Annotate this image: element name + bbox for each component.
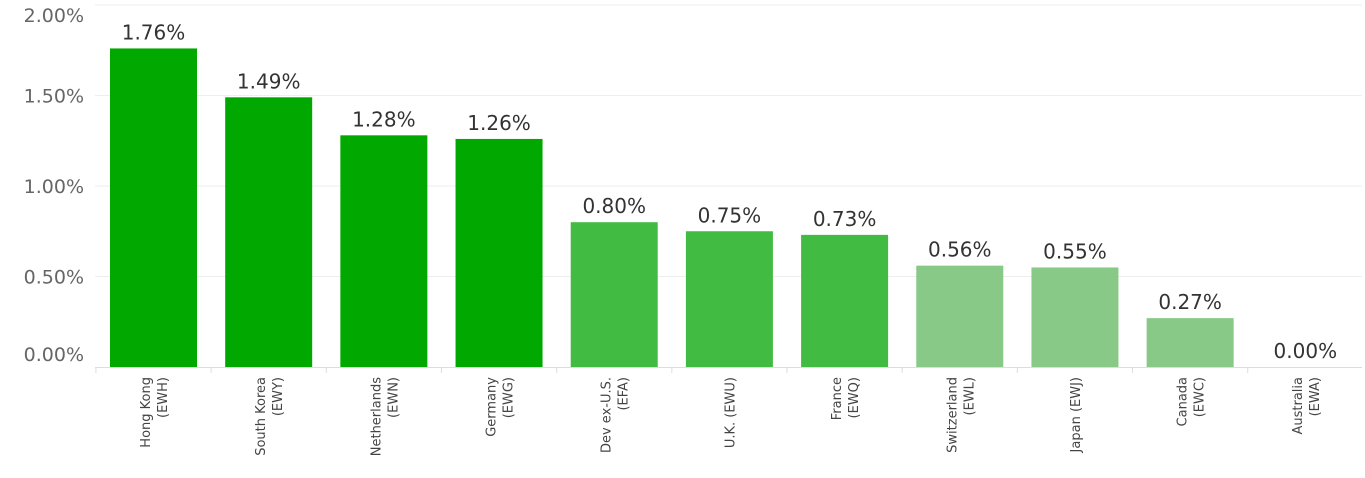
category-labels: Hong Kong (EWH) South Korea (EWY) Netherland… [139, 377, 1323, 457]
category-label: Hong Kong (EWH) [139, 377, 171, 448]
category-label-line: South Korea [254, 377, 269, 456]
category-label-line: Australia [1291, 377, 1306, 435]
category-label-line: (EWG) [502, 377, 517, 418]
y-tick-label: 1.00% [24, 176, 84, 198]
category-label: Japan (EWJ) [1069, 377, 1084, 453]
bar [455, 138, 543, 367]
category-label-line: Germany [485, 377, 500, 437]
category-label: Canada (EWC) [1176, 377, 1208, 426]
category-label-line: (EWY) [271, 377, 286, 416]
y-tick-label: 0.00% [24, 344, 84, 366]
category-label-line: Japan (EWJ) [1069, 377, 1084, 453]
category-label-line: (EWH) [156, 377, 171, 418]
category-label: U.K. (EWU) [723, 377, 738, 448]
x-axis [95, 367, 1362, 373]
bar [685, 231, 773, 367]
bar [801, 234, 889, 367]
data-label: 0.56% [928, 238, 992, 262]
y-axis-tick-labels: 0.00% 0.50% 1.00% 1.50% 2.00% [24, 5, 84, 366]
category-label-line: (EWQ) [847, 377, 862, 418]
category-label: Netherlands (EWN) [369, 377, 401, 456]
data-labels: 1.76% 1.49% 1.28% 1.26% 0.80% 0.75% 0.73% 0.56%… [122, 20, 1337, 363]
data-label: 1.76% [122, 20, 186, 44]
y-tick-label: 0.50% [24, 267, 84, 289]
category-label-line: Netherlands [369, 377, 384, 456]
category-label-line: Dev ex-U.S. [600, 377, 615, 453]
data-label: 0.80% [582, 194, 646, 218]
category-label: Germany (EWG) [485, 377, 517, 437]
bar [570, 222, 658, 367]
data-label: 0.75% [698, 203, 762, 227]
data-label: 1.49% [237, 69, 301, 93]
bar [110, 48, 197, 367]
y-tick-label: 1.50% [24, 86, 84, 108]
category-label-line: France [830, 377, 845, 420]
category-label-line: U.K. (EWU) [723, 377, 738, 448]
category-label: France (EWQ) [830, 377, 862, 420]
data-label: 1.28% [352, 107, 416, 131]
category-label: Switzerland (EWL) [945, 377, 977, 453]
bar [1146, 318, 1234, 367]
category-label: South Korea (EWY) [254, 377, 286, 456]
data-label: 0.55% [1043, 239, 1107, 263]
category-label: Dev ex-U.S. (EFA) [600, 377, 632, 453]
bar [1031, 267, 1119, 367]
category-label-line: Hong Kong [139, 377, 154, 448]
category-label-line: (EWL) [962, 377, 977, 415]
data-label: 1.26% [467, 111, 531, 135]
bar [340, 135, 428, 367]
bar [916, 265, 1004, 367]
bar [225, 97, 313, 367]
data-label: 0.73% [813, 207, 877, 231]
bars [110, 48, 1234, 367]
category-label-line: (EWA) [1308, 377, 1323, 416]
category-label-line: (EWC) [1193, 377, 1208, 417]
category-label-line: (EWN) [386, 377, 401, 418]
data-label: 0.27% [1158, 290, 1222, 314]
category-label-line: (EFA) [617, 377, 632, 411]
category-label-line: Switzerland [945, 377, 960, 453]
category-label-line: Canada [1176, 377, 1191, 426]
category-label: Australia (EWA) [1291, 377, 1323, 435]
data-label: 0.00% [1274, 339, 1338, 363]
y-tick-label: 2.00% [24, 5, 84, 27]
